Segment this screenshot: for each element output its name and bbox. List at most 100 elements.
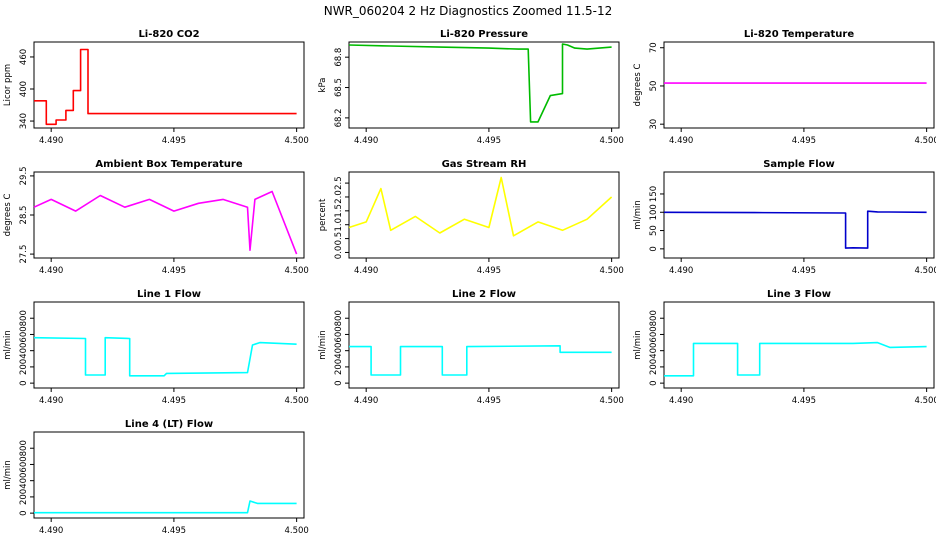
- y-tick-label: 600: [649, 326, 659, 342]
- y-tick-label: 200: [19, 489, 29, 505]
- panel-title: Li-820 CO2: [138, 29, 199, 40]
- x-tick-label: 4.490: [354, 396, 378, 406]
- x-tick-label: 4.495: [792, 266, 816, 276]
- y-tick-label: 800: [19, 440, 29, 456]
- x-tick-label: 4.500: [914, 136, 936, 146]
- plot-frame: [663, 301, 935, 389]
- plot-frame: [33, 171, 305, 259]
- panel-title: Ambient Box Temperature: [95, 159, 242, 170]
- y-tick-label: 460: [19, 49, 29, 65]
- y-tick-label: 0: [649, 380, 659, 385]
- y-tick-label: 50: [649, 225, 659, 236]
- chart-panel: Sample Flow 4.490 4.495 4.500 0 50 100 150 ml/mi…: [633, 159, 936, 276]
- y-tick-label: 400: [334, 343, 344, 359]
- y-tick-label: 70: [649, 42, 659, 53]
- x-tick-label: 4.495: [162, 526, 186, 536]
- plot-frame: [663, 171, 935, 259]
- x-tick-label: 4.495: [792, 136, 816, 146]
- panel-title: Li-820 Temperature: [744, 29, 854, 40]
- panel-title: Sample Flow: [763, 159, 835, 170]
- panel-title: Line 2 Flow: [452, 289, 516, 300]
- series-line: [349, 344, 612, 376]
- series-line: [348, 43, 612, 123]
- chart-panel: Li-820 Temperature 4.490 4.495 4.500 30 50 70 d…: [633, 29, 936, 146]
- x-tick-label: 4.490: [669, 266, 693, 276]
- series-line: [348, 176, 613, 237]
- y-tick-label: 800: [334, 310, 344, 326]
- y-axis-label: percent: [318, 198, 328, 231]
- y-tick-label: 50: [649, 81, 659, 92]
- y-tick-label: 1.0: [334, 218, 344, 232]
- y-tick-label: 200: [334, 359, 344, 375]
- series-line: [664, 341, 927, 377]
- y-axis-label: ml/min: [633, 330, 643, 360]
- series-line: [33, 190, 298, 255]
- x-tick-label: 4.495: [477, 136, 501, 146]
- x-tick-label: 4.500: [914, 396, 936, 406]
- y-tick-label: 0: [19, 510, 29, 515]
- y-tick-label: 28.5: [19, 206, 29, 225]
- y-axis-label: Licor ppm: [3, 64, 13, 106]
- panel-title: Line 4 (LT) Flow: [125, 419, 213, 430]
- plot-frame: [348, 41, 620, 129]
- y-tick-label: 400: [649, 343, 659, 359]
- x-tick-label: 4.490: [39, 136, 63, 146]
- y-tick-label: 150: [649, 186, 659, 202]
- plot-frame: [348, 301, 620, 389]
- series-line: [34, 500, 297, 514]
- panel-title: Line 1 Flow: [137, 289, 201, 300]
- y-tick-label: 29.5: [19, 166, 29, 185]
- x-tick-label: 4.495: [792, 396, 816, 406]
- x-tick-label: 4.500: [914, 266, 936, 276]
- x-tick-label: 4.500: [599, 396, 623, 406]
- x-tick-label: 4.495: [162, 136, 186, 146]
- panel-grid: Li-820 CO2 4.490 4.495 4.500 340 400 460 Licor …: [3, 29, 936, 536]
- y-tick-label: 340: [19, 113, 29, 129]
- x-tick-label: 4.490: [669, 396, 693, 406]
- x-tick-label: 4.500: [284, 526, 308, 536]
- y-axis-label: ml/min: [633, 200, 643, 230]
- x-tick-label: 4.500: [599, 266, 623, 276]
- y-tick-label: 400: [19, 81, 29, 97]
- x-tick-label: 4.490: [669, 136, 693, 146]
- x-tick-label: 4.500: [284, 136, 308, 146]
- y-axis-label: degrees C: [3, 194, 13, 237]
- series-line: [663, 210, 927, 249]
- series-line: [34, 48, 297, 126]
- y-tick-label: 68.5: [334, 78, 344, 97]
- x-tick-label: 4.500: [599, 136, 623, 146]
- y-axis-label: kPa: [318, 78, 328, 93]
- x-tick-label: 4.495: [162, 266, 186, 276]
- panel-title: Line 3 Flow: [767, 289, 831, 300]
- y-axis-label: ml/min: [3, 330, 13, 360]
- y-tick-label: 600: [334, 326, 344, 342]
- x-tick-label: 4.490: [354, 266, 378, 276]
- y-tick-label: 400: [19, 343, 29, 359]
- y-tick-label: 600: [19, 456, 29, 472]
- y-axis-label: ml/min: [318, 330, 328, 360]
- plot-frame: [33, 431, 305, 519]
- y-tick-label: 0: [334, 380, 344, 385]
- plot-frame: [33, 301, 305, 389]
- series-line: [33, 336, 297, 377]
- x-tick-label: 4.500: [284, 396, 308, 406]
- y-axis-label: degrees C: [633, 64, 643, 107]
- y-tick-label: 100: [649, 204, 659, 220]
- y-tick-label: 68.2: [334, 108, 344, 127]
- x-tick-label: 4.495: [477, 266, 501, 276]
- y-tick-label: 2.0: [334, 190, 344, 204]
- x-tick-label: 4.495: [477, 396, 501, 406]
- y-tick-label: 600: [19, 326, 29, 342]
- panel-title: Gas Stream RH: [442, 159, 527, 170]
- y-tick-label: 0.0: [334, 246, 344, 260]
- plot-frame: [663, 41, 935, 129]
- figure-title: NWR_060204 2 Hz Diagnostics Zoomed 11.5-…: [324, 4, 613, 18]
- y-tick-label: 800: [649, 310, 659, 326]
- y-tick-label: 800: [19, 310, 29, 326]
- y-axis-label: ml/min: [3, 460, 13, 490]
- chart-panel: Line 4 (LT) Flow 4.490 4.495 4.500 0 20040060…: [3, 419, 309, 536]
- y-tick-label: 200: [649, 359, 659, 375]
